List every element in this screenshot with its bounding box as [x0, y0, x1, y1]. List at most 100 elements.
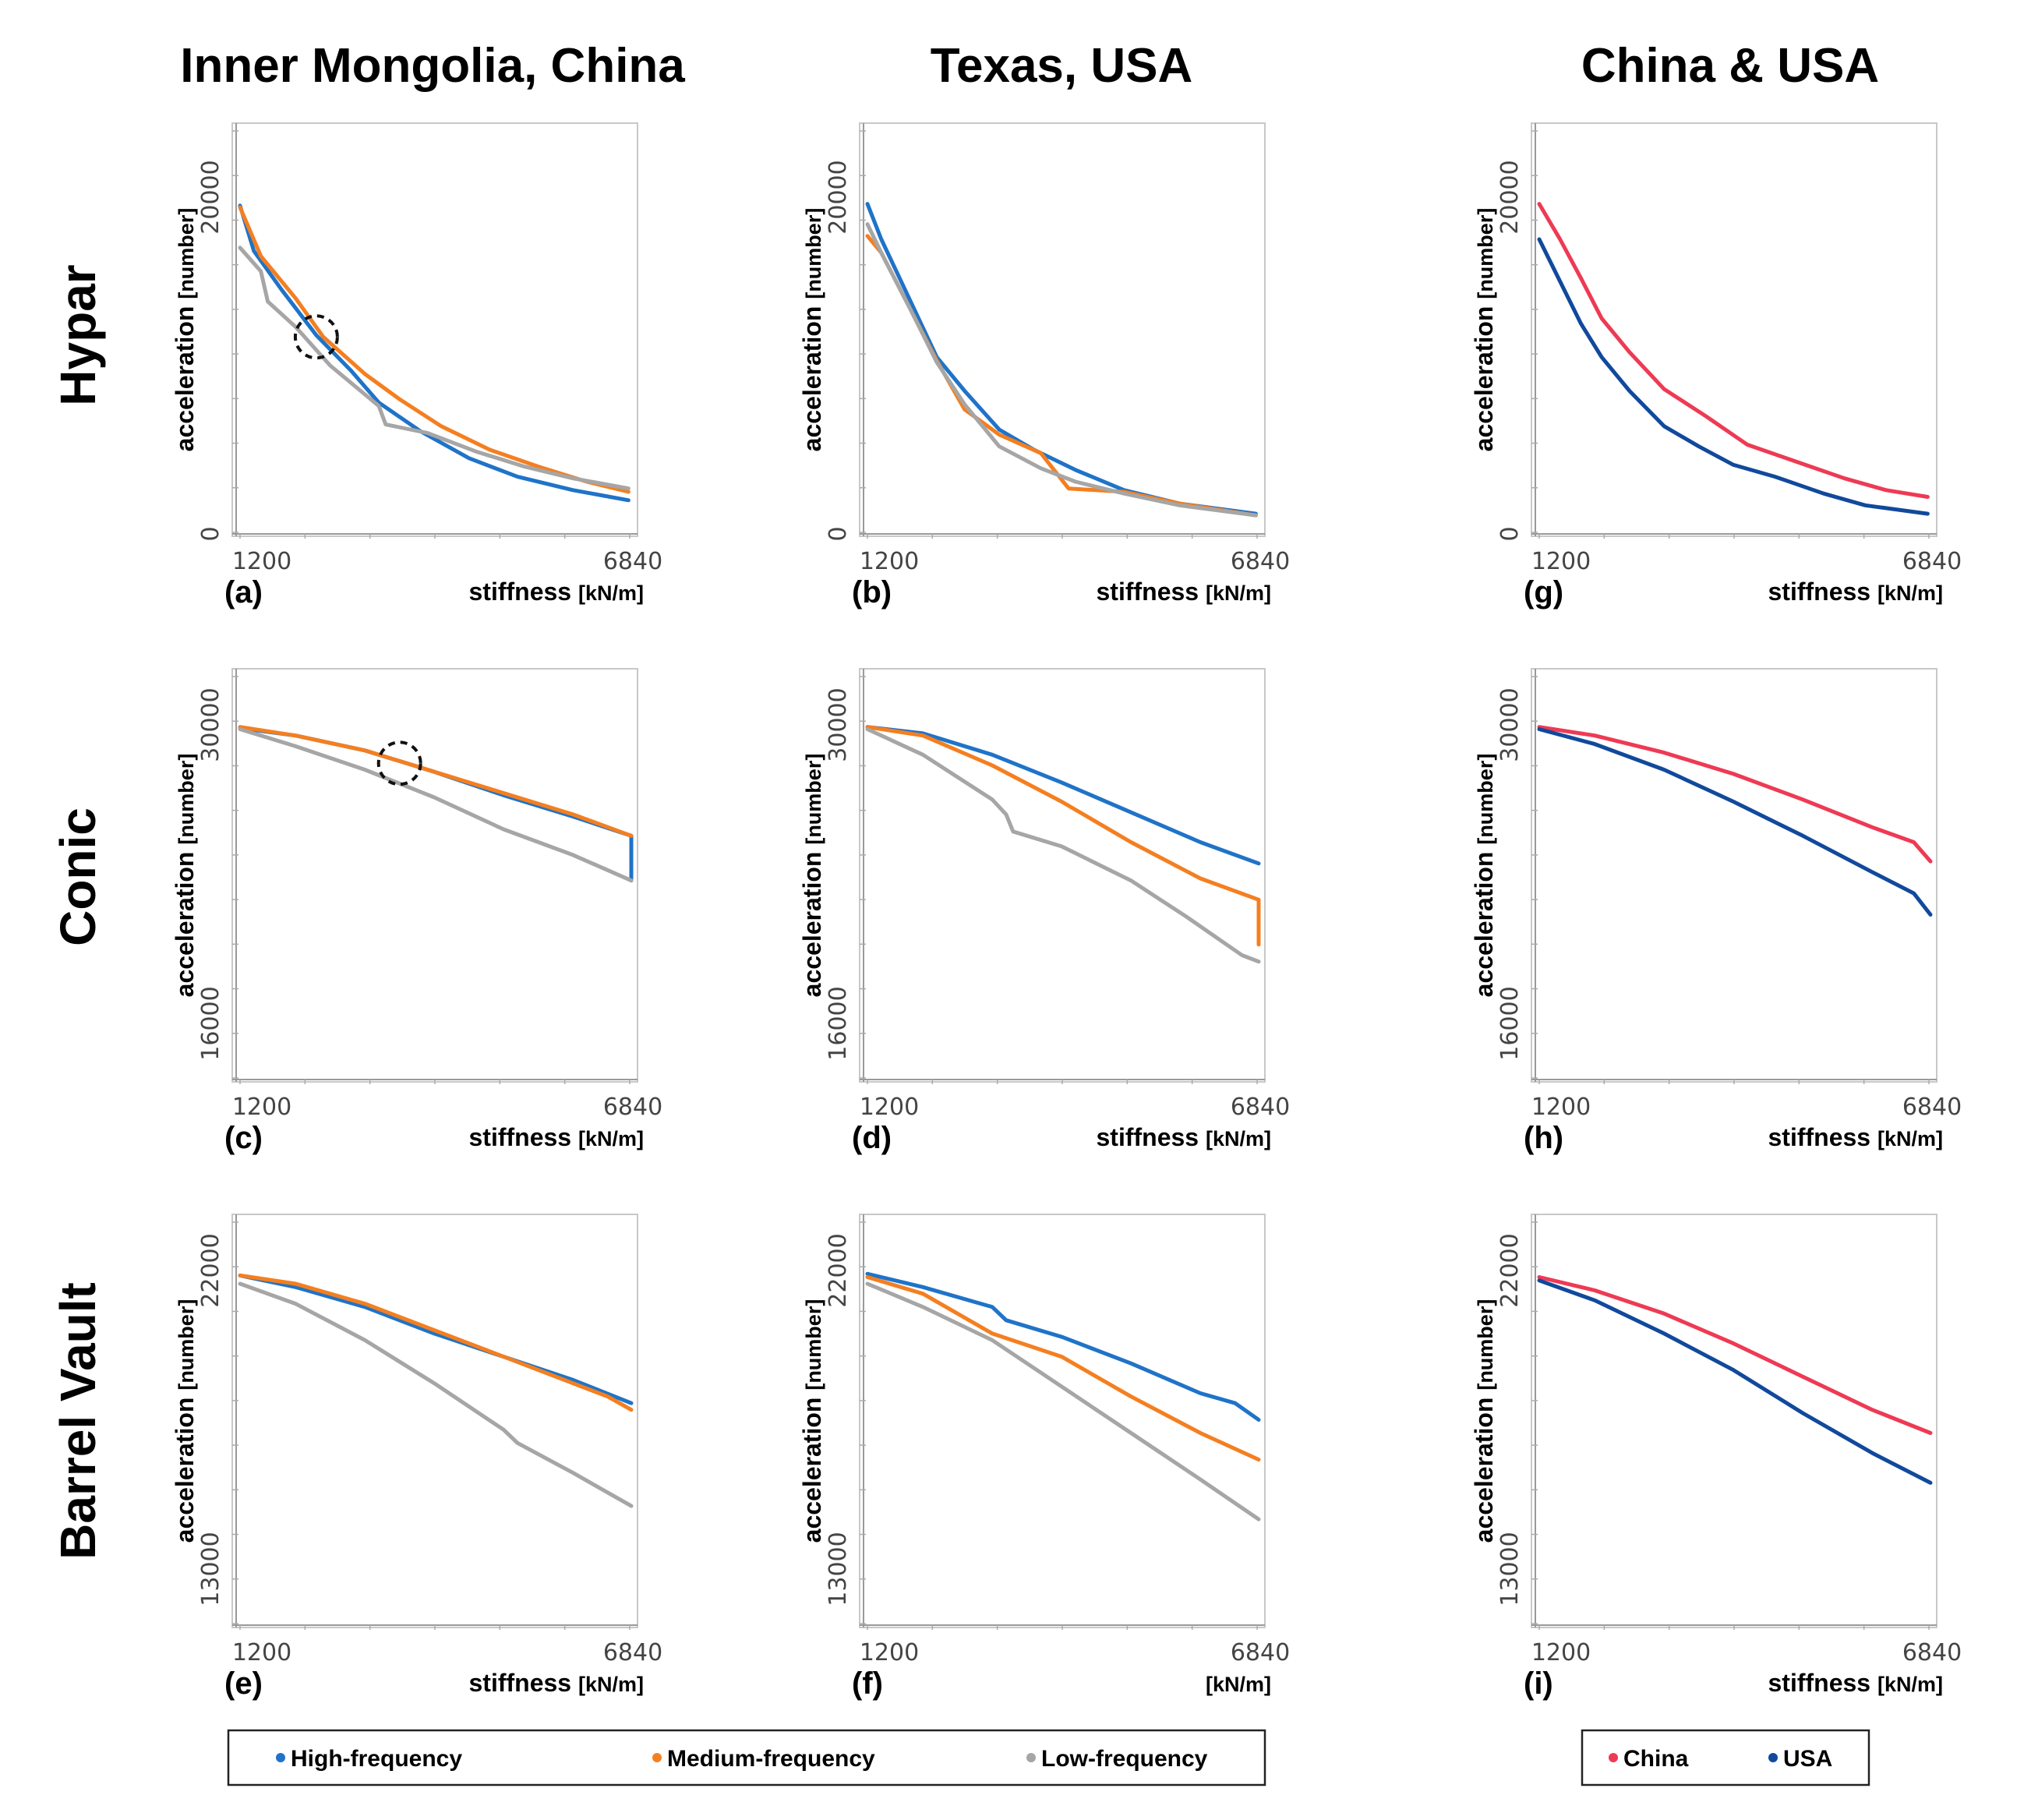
y-axis-unit: [number]	[175, 208, 198, 299]
panel-label-e: (e)	[224, 1666, 263, 1701]
x-tick-label-min: 1200	[1531, 548, 1591, 575]
series-line-china	[1537, 725, 1933, 864]
x-axis-unit: [kN/m]	[578, 581, 644, 605]
x-axis-label: stiffness [kN/m]	[1768, 1669, 1944, 1697]
x-tick-label-max: 6840	[603, 1094, 662, 1121]
x-tick-label-min: 1200	[232, 1094, 291, 1121]
y-axis-unit: [number]	[802, 754, 825, 845]
y-axis-label-text: acceleration	[171, 1391, 199, 1543]
x-tick-label-max: 6840	[1231, 1094, 1290, 1121]
y-axis-label-text: acceleration	[171, 299, 199, 452]
dashed-circle-marker	[293, 314, 339, 360]
y-axis-label-text: acceleration	[1470, 1391, 1498, 1543]
panel-label-b: (b)	[852, 575, 892, 610]
y-axis-label: acceleration [number]	[171, 754, 199, 998]
legend-china-label: China	[1623, 1746, 1689, 1772]
series-line-medium-frequency	[238, 205, 631, 494]
dashed-circle-marker	[376, 740, 422, 786]
panels: 0 20000 1200 6840 acceleration [number] stiff…	[171, 122, 1962, 1701]
series-line-high-frequency	[238, 1273, 634, 1405]
x-tick-label-min: 1200	[860, 1639, 919, 1666]
y-axis-unit: [number]	[802, 208, 825, 299]
series-line-high-frequency	[238, 203, 631, 503]
y-tick-label-min: 13000	[1496, 1532, 1524, 1606]
legend-low-frequency-marker	[1026, 1753, 1036, 1762]
y-tick-label-min: 16000	[1496, 986, 1524, 1060]
y-axis-unit: [number]	[1474, 754, 1497, 845]
y-axis-label: acceleration [number]	[171, 208, 199, 452]
chart-panel-i: 13000 22000 1200 6840 acceleration [number] s…	[1470, 1214, 1962, 1701]
series-line-usa	[1537, 1278, 1933, 1485]
chart-panel-b: 0 20000 1200 6840 acceleration [number] stiff…	[798, 122, 1290, 610]
x-tick-label-min: 1200	[232, 1639, 291, 1666]
series-line-usa	[1537, 727, 1933, 917]
y-tick-label-min: 16000	[825, 986, 852, 1060]
y-tick-label-max: 20000	[1496, 160, 1524, 234]
x-axis-label: stiffness [kN/m]	[1097, 578, 1272, 606]
y-tick-label-max: 30000	[1496, 687, 1524, 762]
plot-frame	[1531, 122, 1937, 537]
x-tick-label-max: 6840	[1902, 1094, 1962, 1121]
x-axis-label-text: stiffness	[1768, 1123, 1877, 1151]
legend-usa-marker	[1768, 1753, 1778, 1762]
x-axis-label-text: stiffness	[469, 578, 578, 606]
series-line-high-frequency	[865, 1271, 1261, 1422]
x-axis-label: [kN/m]	[1206, 1673, 1271, 1696]
plot-frame	[1531, 1214, 1937, 1628]
x-tick-label-min: 1200	[232, 548, 291, 575]
series-line-low-frequency	[238, 246, 631, 491]
series-line-low-frequency	[865, 222, 1258, 518]
y-axis-unit: [number]	[175, 1299, 198, 1391]
y-axis-label: acceleration [number]	[798, 754, 826, 998]
chart-panel-h: 16000 30000 1200 6840 acceleration [number] s…	[1470, 668, 1962, 1155]
x-axis-unit: [kN/m]	[1206, 1673, 1271, 1696]
x-axis-unit: [kN/m]	[578, 1673, 644, 1696]
x-axis-label: stiffness [kN/m]	[1768, 1123, 1944, 1151]
y-axis-unit: [number]	[1474, 1299, 1497, 1391]
series-line-low-frequency	[238, 1281, 634, 1508]
row-title-hypar: Hypar	[50, 264, 106, 405]
column-title-china-usa: China & USA	[1581, 39, 1879, 93]
chart-panel-c: 16000 30000 1200 6840 acceleration [number] s…	[171, 668, 662, 1155]
y-axis-unit: [number]	[175, 754, 198, 845]
panel-label-c: (c)	[224, 1121, 263, 1155]
y-axis-label: acceleration [number]	[1470, 1299, 1498, 1543]
series-line-high-frequency	[865, 725, 1261, 866]
y-tick-label-min: 13000	[197, 1532, 224, 1606]
series-line-medium-frequency	[865, 725, 1261, 947]
series-line-china	[1537, 202, 1930, 499]
y-axis-unit: [number]	[1474, 208, 1497, 299]
y-axis-unit: [number]	[802, 1299, 825, 1391]
x-tick-label-min: 1200	[860, 548, 919, 575]
y-tick-label-max: 20000	[197, 160, 224, 234]
x-tick-label-max: 6840	[1902, 548, 1962, 575]
series-line-medium-frequency	[238, 725, 634, 838]
panel-label-d: (d)	[852, 1121, 892, 1155]
y-tick-label-max: 30000	[825, 687, 852, 762]
series-line-low-frequency	[865, 1281, 1261, 1521]
y-axis-label-text: acceleration	[798, 845, 826, 998]
x-tick-label-min: 1200	[1531, 1094, 1591, 1121]
x-tick-label-max: 6840	[603, 1639, 662, 1666]
chart-panel-a: 0 20000 1200 6840 acceleration [number] stiff…	[171, 122, 662, 610]
chart-panel-e: 13000 22000 1200 6840 acceleration [number] s…	[171, 1214, 662, 1701]
panel-label-h: (h)	[1524, 1121, 1563, 1155]
legend-high-frequency-label: High-frequency	[291, 1746, 462, 1772]
panel-label-g: (g)	[1524, 575, 1563, 610]
series-line-low-frequency	[238, 727, 634, 883]
plot-frame	[859, 668, 1266, 1083]
y-axis-label: acceleration [number]	[798, 1299, 826, 1543]
x-axis-unit: [kN/m]	[1877, 1673, 1943, 1696]
plot-frame	[859, 1214, 1266, 1628]
y-tick-label-min: 0	[825, 526, 852, 541]
x-axis-label: stiffness [kN/m]	[1097, 1123, 1272, 1151]
y-tick-label-max: 20000	[825, 160, 852, 234]
x-axis-label-text: stiffness	[1768, 1669, 1877, 1697]
plot-frame	[231, 1214, 638, 1628]
legend-low-frequency-label: Low-frequency	[1041, 1746, 1208, 1772]
legend-country-box	[1581, 1729, 1870, 1786]
y-axis-label-text: acceleration	[798, 1391, 826, 1543]
x-axis-unit: [kN/m]	[578, 1127, 644, 1150]
x-axis-unit: [kN/m]	[1877, 581, 1943, 605]
